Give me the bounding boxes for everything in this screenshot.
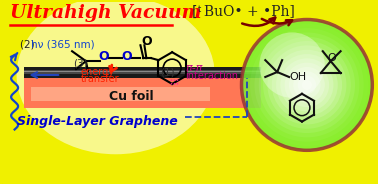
Circle shape [259,32,325,98]
Text: (1): (1) [160,68,175,78]
Circle shape [276,54,338,116]
Circle shape [293,71,321,98]
Bar [31,87,210,101]
Circle shape [242,20,372,150]
Text: O: O [122,50,132,63]
Text: OH: OH [289,72,306,82]
Bar [23,70,261,74]
Text: π-π: π-π [185,63,203,73]
Circle shape [272,50,342,120]
Text: [: [ [192,5,197,19]
Text: hν (365 nm): hν (365 nm) [31,39,95,49]
Text: (2): (2) [20,39,37,49]
Text: t: t [198,5,201,14]
Bar [23,67,261,78]
Circle shape [302,80,312,90]
Circle shape [289,67,325,103]
Text: interaction: interaction [185,71,238,81]
Text: O: O [99,50,110,63]
Ellipse shape [17,0,215,154]
Circle shape [297,76,316,94]
Circle shape [254,32,359,137]
Text: Single-Layer Graphene: Single-Layer Graphene [17,115,177,128]
Bar [23,77,261,108]
Circle shape [285,63,329,107]
Text: O: O [328,53,336,63]
Text: energy: energy [81,67,115,77]
Text: (3): (3) [73,58,88,68]
Text: O: O [141,35,152,48]
Text: transfer: transfer [81,74,119,84]
Text: Ultrahigh Vacuum: Ultrahigh Vacuum [10,3,201,22]
Circle shape [259,37,355,133]
Text: Cu foil: Cu foil [109,90,153,103]
Bar [23,70,261,72]
Circle shape [263,41,351,129]
Circle shape [267,45,346,124]
Text: BuO• + •Ph]: BuO• + •Ph] [204,5,295,19]
Circle shape [280,58,333,112]
